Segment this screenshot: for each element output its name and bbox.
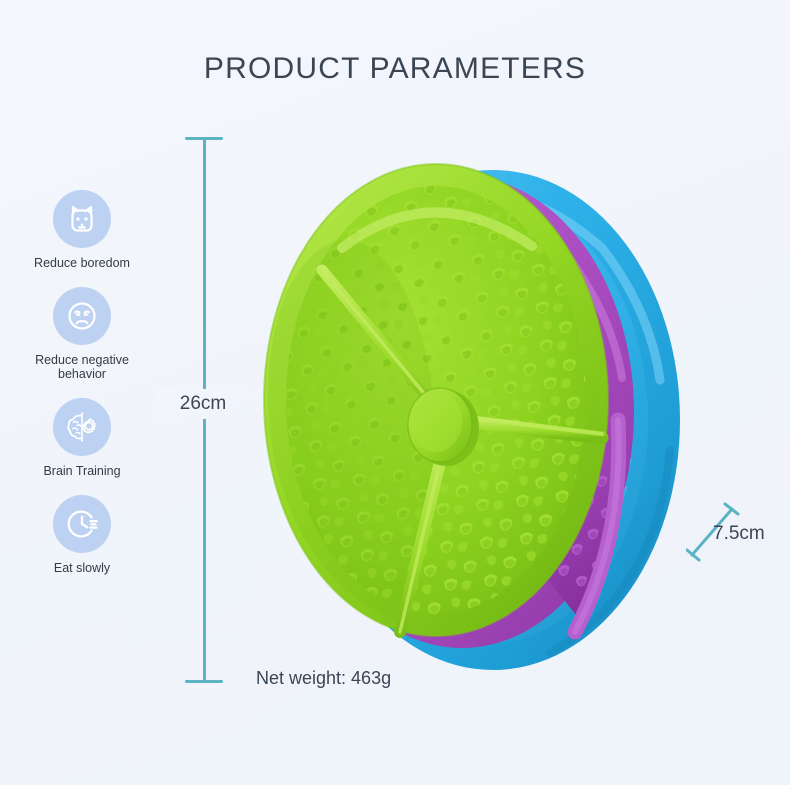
clock-speed-icon	[53, 495, 111, 553]
dimension-depth-label: 7.5cm	[713, 523, 765, 544]
sad-face-icon	[53, 287, 111, 345]
feature-item-brain-training: Brain Training	[8, 398, 156, 478]
dog-face-icon	[53, 190, 111, 248]
feature-label: Reduce negative behavior	[35, 353, 129, 381]
dimension-cap-top	[185, 137, 223, 140]
product-image-slow-feeder-bowl	[250, 120, 720, 690]
feature-list: Reduce boredom Reduce negative behavior	[8, 190, 156, 592]
page-title: PRODUCT PARAMETERS	[203, 52, 587, 85]
brain-gear-icon	[53, 398, 111, 456]
net-weight-label: Net weight: 463g	[256, 668, 392, 688]
feature-label: Eat slowly	[53, 561, 111, 575]
dimension-height-label: 26cm	[155, 389, 251, 419]
feature-item-reduce-negative-behavior: Reduce negative behavior	[8, 287, 156, 381]
center-hub-knob	[407, 387, 479, 466]
feature-item-eat-slowly: Eat slowly	[8, 495, 156, 575]
feature-label: Reduce boredom	[34, 256, 130, 270]
dimension-line-diagonal	[690, 507, 734, 557]
feature-label: Brain Training	[43, 464, 121, 478]
dimension-depth: 7.5cm	[686, 495, 786, 575]
feature-item-reduce-boredom: Reduce boredom	[8, 190, 156, 270]
dimension-cap-start	[686, 548, 701, 562]
dimension-cap-bottom	[185, 680, 223, 683]
dimension-cap-end	[723, 502, 740, 516]
